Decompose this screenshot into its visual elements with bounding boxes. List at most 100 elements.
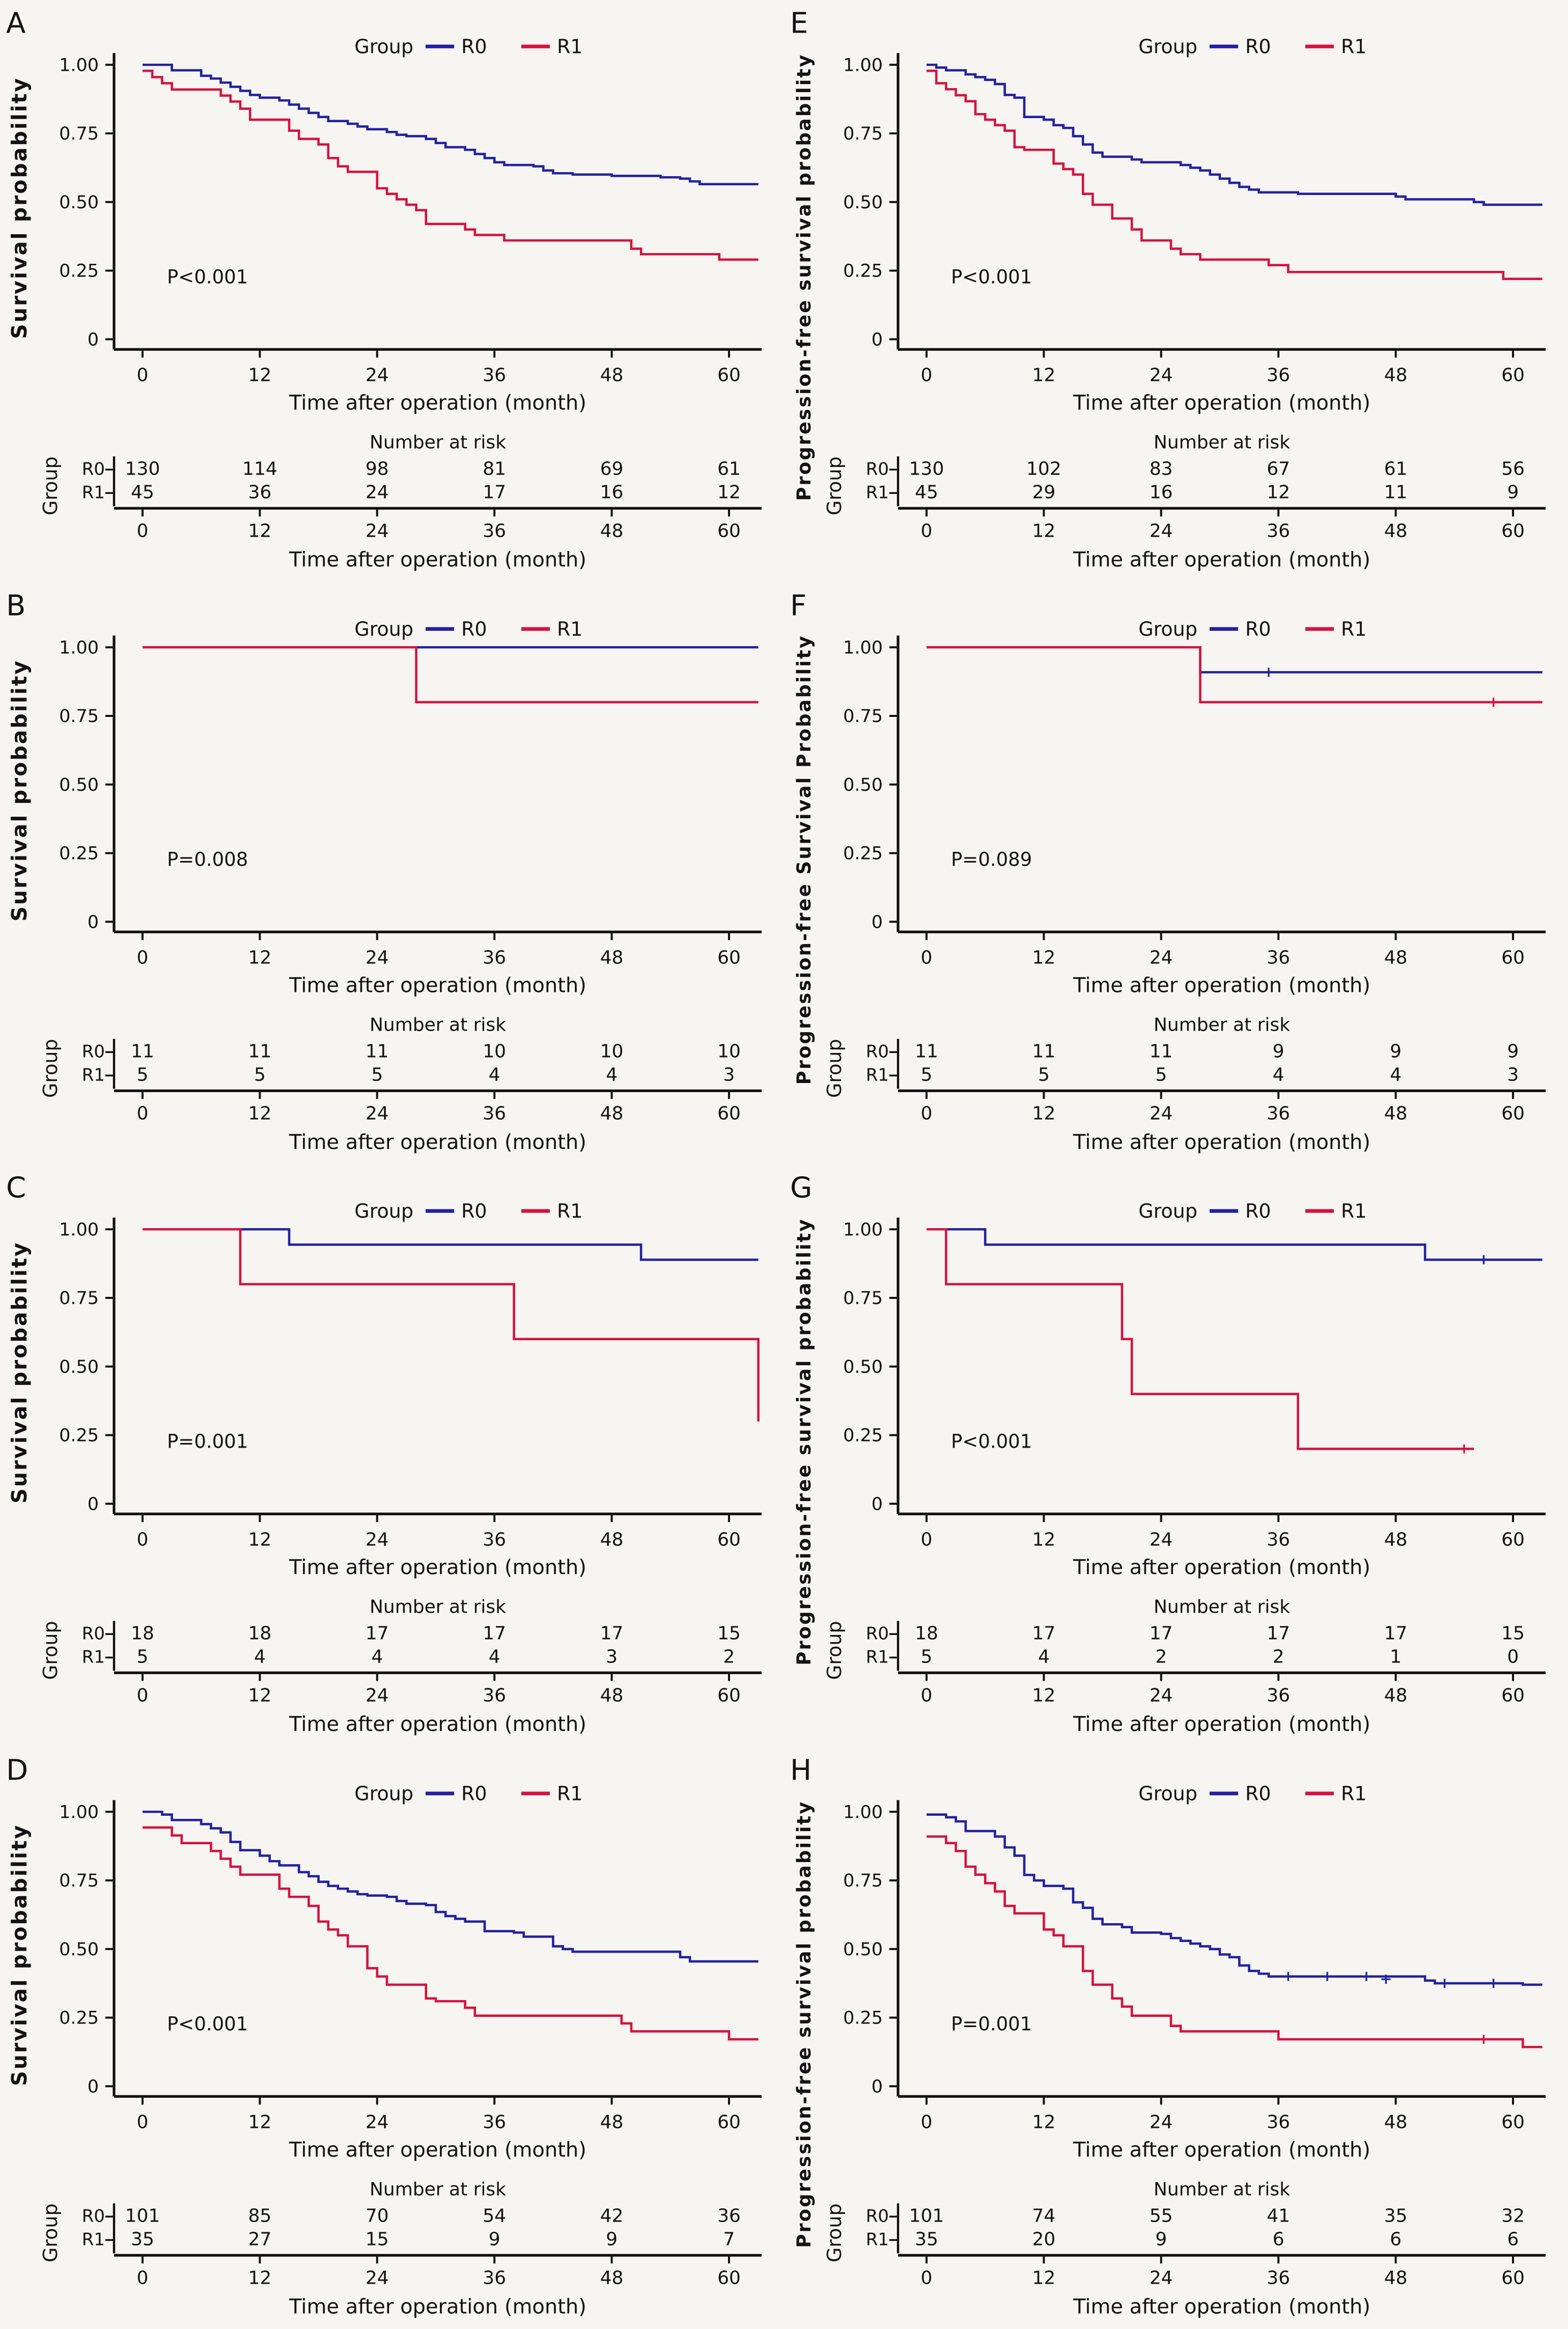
legend-item-R1: R1 <box>1341 35 1367 58</box>
panel-letter: F <box>790 589 806 622</box>
risk-row-label-R1: R1 <box>82 1647 105 1667</box>
y-tick-label: 0 <box>88 329 99 350</box>
risk-count-R1-36: 12 <box>1267 482 1290 503</box>
risk-count-R0-36: 9 <box>1273 1041 1284 1062</box>
risk-count-R1-48: 1 <box>1390 1646 1402 1667</box>
risk-count-R1-24: 24 <box>366 482 389 503</box>
x-tick-label: 36 <box>483 365 506 385</box>
risk-count-R0-36: 54 <box>483 2205 506 2226</box>
km-curve-R0 <box>927 646 1543 674</box>
x-tick-label: 0 <box>921 2112 933 2132</box>
x-tick-label: 60 <box>717 2112 741 2132</box>
risk-count-R1-36: 4 <box>489 1064 500 1085</box>
risk-count-R1-48: 11 <box>1384 482 1408 503</box>
risk-count-R0-0: 101 <box>909 2205 944 2226</box>
km-curve-R0 <box>143 1810 759 1962</box>
km-curve-R0 <box>927 63 1543 206</box>
y-tick-label: 0.25 <box>843 261 883 282</box>
risk-x-tick-label: 0 <box>137 2267 149 2288</box>
censor-marks-R0 <box>1264 667 1273 677</box>
risk-count-R0-24: 70 <box>366 2205 389 2226</box>
y-tick-label: 0.75 <box>59 1871 99 1891</box>
risk-count-R1-24: 5 <box>1155 1064 1167 1085</box>
risk-row-label-R1: R1 <box>82 1065 105 1085</box>
legend-item-R0: R0 <box>1245 1200 1271 1222</box>
y-axis-label: Survival probability <box>7 659 32 921</box>
risk-x-axis-label: Time after operation (month) <box>289 2295 586 2318</box>
risk-row-label-R1: R1 <box>866 2229 889 2250</box>
x-tick-label: 36 <box>1267 947 1290 968</box>
x-axis-label: Time after operation (month) <box>289 2138 586 2161</box>
risk-group-axis-label: Group <box>823 456 846 515</box>
risk-count-R1-12: 20 <box>1032 2229 1055 2250</box>
risk-count-R0-48: 69 <box>600 458 624 479</box>
risk-count-R0-0: 11 <box>915 1041 938 1062</box>
x-axis-label: Time after operation (month) <box>289 1556 586 1579</box>
x-tick-label: 48 <box>1384 2112 1408 2132</box>
risk-x-tick-label: 36 <box>483 1103 506 1124</box>
panel-E: E Group R0 R1 1.00 0.75 0.50 0.25 0 0 12 24 36 48 60 Ti… <box>784 0 1568 583</box>
legend-title: Group <box>354 1782 413 1805</box>
risk-x-tick-label: 12 <box>1032 2267 1055 2288</box>
censor-marks-R1 <box>1460 1444 1469 1454</box>
x-tick-label: 36 <box>483 1529 506 1550</box>
x-tick-label: 12 <box>1032 947 1055 968</box>
x-tick-label: 36 <box>1267 365 1290 385</box>
risk-x-tick-label: 60 <box>1501 1103 1525 1124</box>
risk-table-title: Number at risk <box>1154 1596 1290 1617</box>
risk-count-R0-12: 11 <box>248 1041 271 1062</box>
x-tick-label: 24 <box>366 365 389 385</box>
risk-x-tick-label: 12 <box>1032 520 1055 541</box>
risk-x-tick-label: 36 <box>1267 2267 1290 2288</box>
risk-x-tick-label: 48 <box>600 1103 624 1124</box>
risk-count-R0-24: 55 <box>1150 2205 1173 2226</box>
y-tick-label: 0.50 <box>59 1939 99 1959</box>
x-tick-label: 24 <box>1150 365 1173 385</box>
legend-item-R1: R1 <box>1341 618 1367 640</box>
legend-item-R0: R0 <box>1245 1782 1271 1805</box>
risk-group-axis-label: Group <box>823 1039 846 1098</box>
risk-x-axis-label: Time after operation (month) <box>289 1130 586 1154</box>
risk-count-R0-24: 83 <box>1150 458 1173 479</box>
legend-title: Group <box>354 618 413 640</box>
risk-count-R0-0: 11 <box>131 1041 154 1062</box>
risk-count-R0-48: 10 <box>600 1041 624 1062</box>
risk-count-R0-36: 81 <box>483 458 506 479</box>
x-tick-label: 48 <box>1384 365 1408 385</box>
risk-x-tick-label: 36 <box>1267 1103 1290 1124</box>
y-axis-label: Progression-free survival probability <box>793 1800 815 2248</box>
risk-row-label-R0: R0 <box>82 1041 105 1062</box>
y-tick-label: 0.50 <box>59 1357 99 1377</box>
risk-count-R0-0: 18 <box>131 1623 154 1644</box>
x-axis-label: Time after operation (month) <box>289 974 586 997</box>
risk-group-axis-label: Group <box>823 2203 846 2262</box>
censor-marks-R0 <box>1479 1255 1489 1265</box>
x-tick-label: 60 <box>1501 1529 1525 1550</box>
x-tick-label: 24 <box>1150 947 1173 968</box>
y-axis-label: Progression-free survival probability <box>793 53 815 501</box>
risk-count-R0-60: 15 <box>1501 1623 1525 1644</box>
y-tick-label: 0 <box>88 1494 99 1514</box>
risk-row-label-R1: R1 <box>82 482 105 503</box>
panel-A-chart: A Group R0 R1 1.00 0.75 0.50 0.25 0 0 12 24 36 48 60 Ti… <box>6 7 762 571</box>
risk-table-title: Number at risk <box>370 432 506 453</box>
x-tick-label: 24 <box>1150 2112 1173 2132</box>
risk-x-tick-label: 0 <box>921 1685 933 1706</box>
x-tick-label: 0 <box>137 1529 149 1550</box>
risk-count-R0-60: 61 <box>717 458 741 479</box>
risk-count-R1-0: 45 <box>131 482 154 503</box>
x-tick-label: 48 <box>600 2112 624 2132</box>
panel-letter: B <box>6 589 25 622</box>
panel-B: B Group R0 R1 1.00 0.75 0.50 0.25 0 0 12 24 36 48 60 Ti… <box>0 583 784 1165</box>
risk-x-tick-label: 48 <box>600 2267 624 2288</box>
x-tick-label: 12 <box>248 947 271 968</box>
risk-count-R1-24: 9 <box>1155 2229 1167 2250</box>
risk-count-R0-36: 41 <box>1267 2205 1290 2226</box>
y-axis-label: Survival probability <box>7 77 32 339</box>
legend-title: Group <box>1138 1782 1197 1805</box>
risk-count-R1-12: 4 <box>254 1646 266 1667</box>
y-tick-label: 0.25 <box>59 261 99 282</box>
y-tick-label: 1.00 <box>843 1802 883 1822</box>
risk-x-tick-label: 0 <box>921 520 933 541</box>
risk-row-label-R0: R0 <box>866 459 889 479</box>
